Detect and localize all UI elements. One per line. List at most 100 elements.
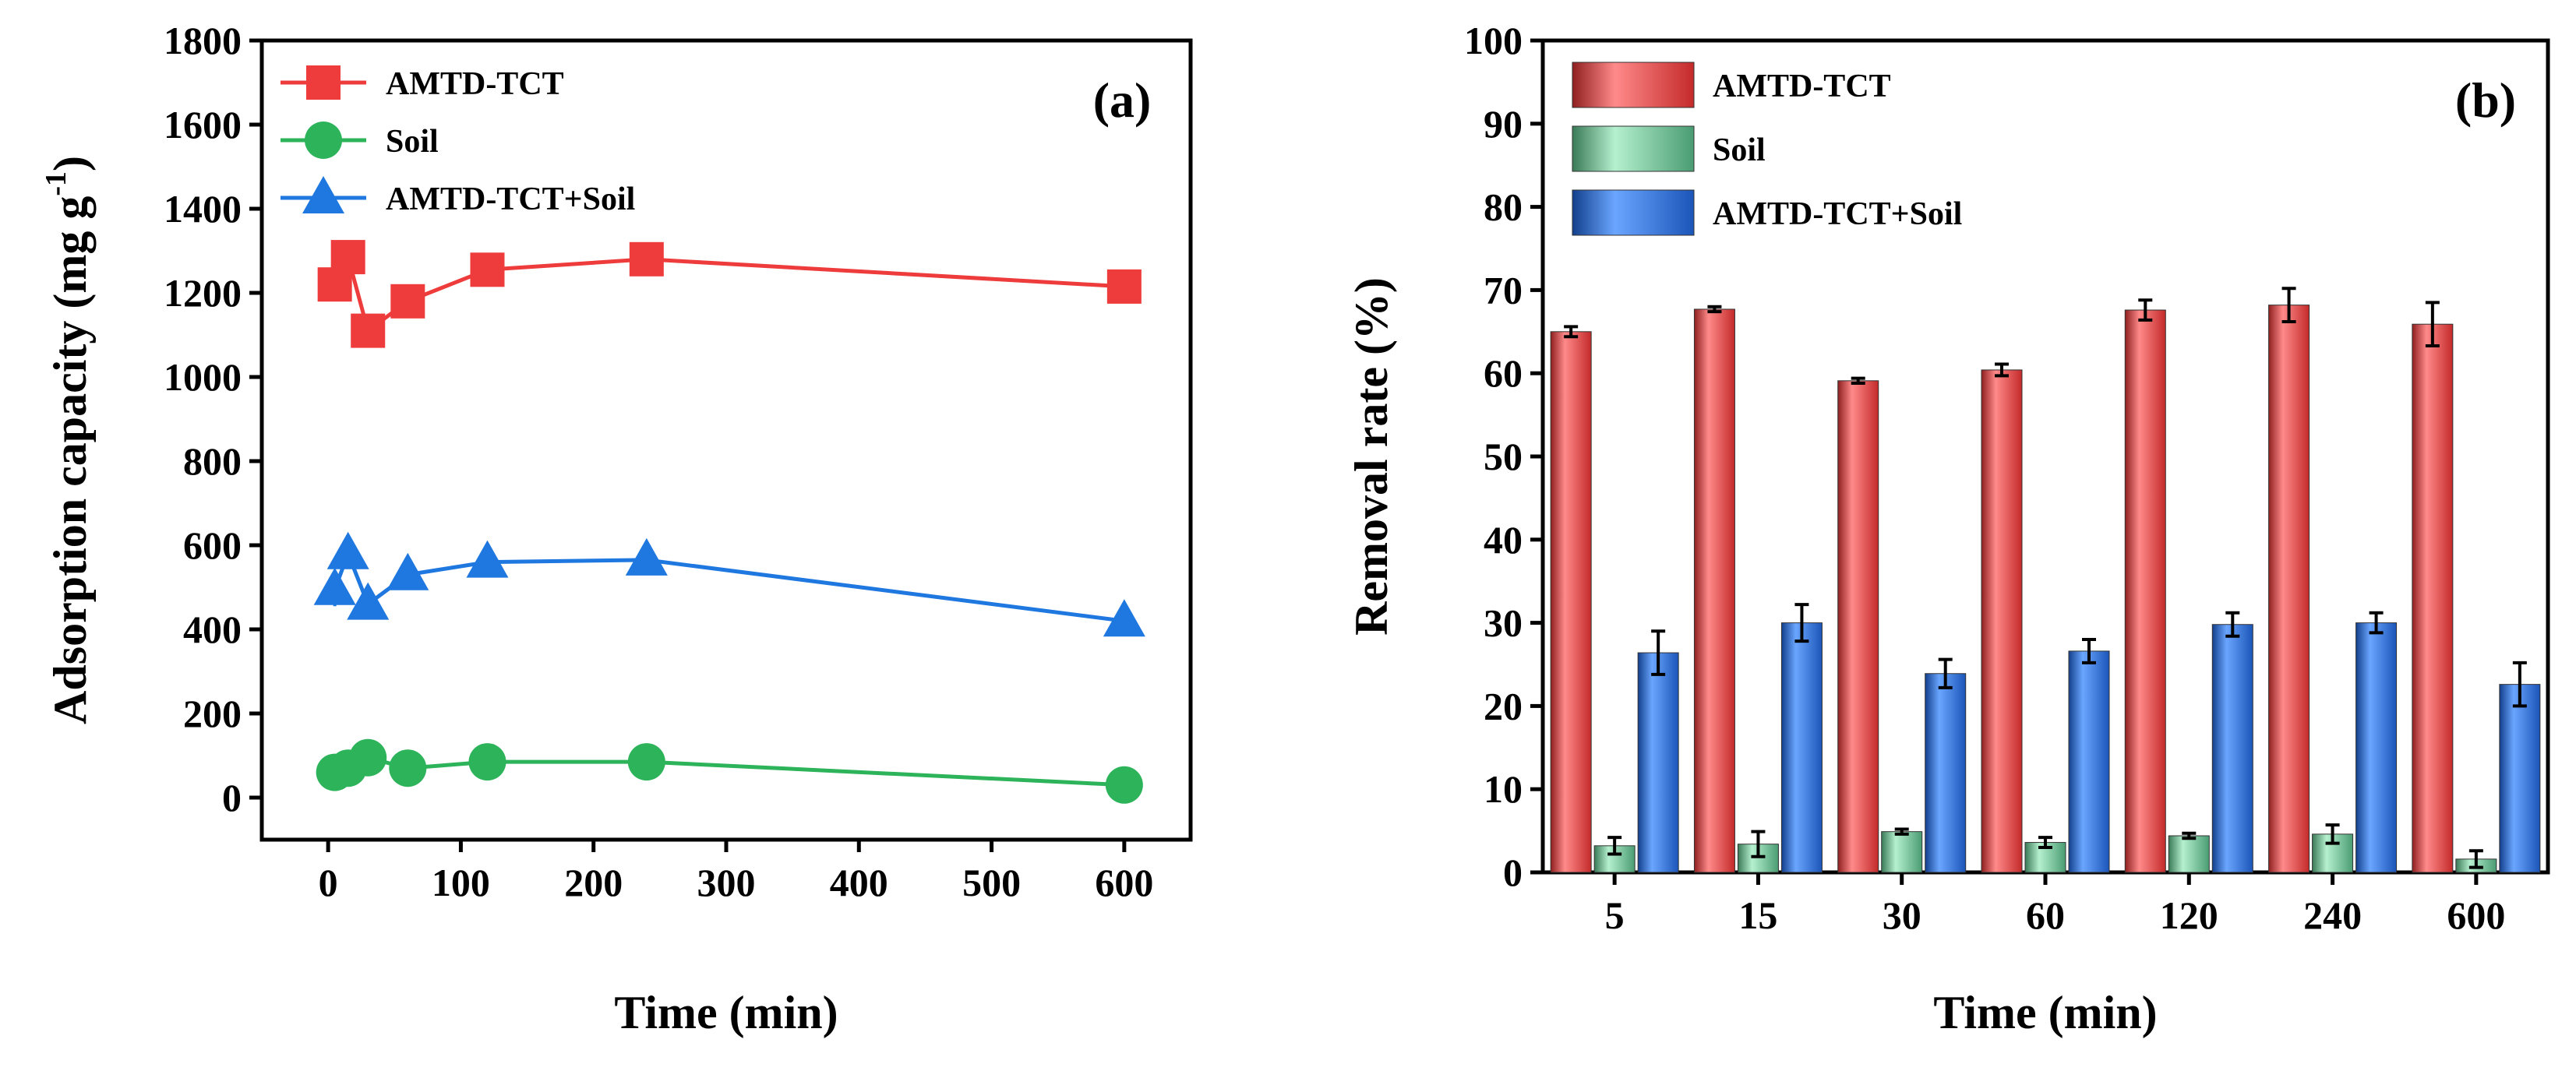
panel-a-data-point: [313, 567, 356, 605]
panel-a-data-point: [326, 531, 369, 569]
panel-b-bar: [1837, 380, 1879, 873]
panel-a-x-tick-label: 600: [1095, 861, 1153, 904]
panel-a-y-axis-title: Adsorption capacity (mg g-1): [40, 156, 96, 724]
panel-a-y-tick-label: 1000: [164, 355, 242, 399]
panel-a-y-tick-label: 200: [183, 692, 242, 735]
panel-b-ticks: 0 10 20 30 40 50 60 70 80 90 100 5 15 30 60 120 240 600: [1464, 19, 2505, 937]
panel-a-series-line: [333, 548, 1125, 623]
panel-a-data-point: [349, 738, 387, 777]
panel-a-data-point: [390, 284, 425, 319]
panel-a-x-tick-label: 200: [564, 861, 623, 904]
panel-b-y-tick-label: 100: [1464, 19, 1523, 62]
panel-b-y-tick-label: 70: [1484, 268, 1523, 312]
panel-a-y-axis-title-main: Adsorption capacity (mg g: [44, 196, 96, 724]
panel-a-x-tick-label: 500: [962, 861, 1021, 904]
panel-b-x-tick-label: 15: [1738, 893, 1777, 937]
panel-b-x-tick-label: 60: [2026, 893, 2065, 937]
panel-a-y-axis-title-close: ): [44, 156, 96, 171]
panel-a-x-axis-title: Time (min): [614, 987, 838, 1038]
panel-a-frame: [259, 38, 1193, 842]
panel-a-y-tick-label: 1400: [164, 187, 242, 231]
panel-a-data-point: [629, 241, 664, 277]
panel-a-series-line: [333, 251, 1125, 334]
panel-b-y-tick-label: 40: [1484, 518, 1523, 562]
panel-a-y-tick-label: 800: [183, 439, 242, 483]
panel-b-y-tick-label: 20: [1484, 684, 1523, 728]
panel-b-bar: [1780, 622, 1823, 873]
panel-a-data-point: [351, 313, 386, 348]
panel-a-x-tick-label: 100: [432, 861, 490, 904]
panel-a-series-2: [313, 531, 1145, 637]
panel-b-y-tick-label: 80: [1484, 185, 1523, 229]
panel-b-bar: [1981, 369, 2023, 873]
panel-b-bar: [2268, 305, 2310, 873]
panel-b-bar: [1637, 652, 1679, 873]
panel-b-bar: [2355, 622, 2398, 873]
panel-a-legend-marker: [306, 65, 341, 100]
panel-a-data-point: [1105, 766, 1143, 804]
panel-b-legend-label: AMTD-TCT: [1713, 69, 1891, 104]
panel-b-bar-chart: 0 10 20 30 40 50 60 70 80 90 100 5 15 30 60 120 240 600 A…: [1346, 19, 2550, 1038]
panel-a-data-point: [347, 582, 390, 620]
panel-b-bar: [2168, 835, 2210, 873]
panel-a-y-tick-label: 600: [183, 523, 242, 567]
panel-b-legend-label: Soil: [1713, 132, 1766, 168]
panel-a-data-point: [466, 540, 509, 578]
panel-b-legend-swatch: [1572, 125, 1695, 172]
panel-a-y-tick-label: 1800: [164, 19, 242, 62]
panel-a-label: (a): [1093, 72, 1152, 128]
panel-a-y-tick-label: 400: [183, 608, 242, 651]
panel-b-y-tick-label: 90: [1484, 102, 1523, 146]
panel-b-bar: [2412, 323, 2454, 873]
panel-a-data-point: [330, 240, 365, 275]
panel-a-x-tick-label: 400: [830, 861, 888, 904]
panel-b-x-axis-title: Time (min): [1933, 987, 2157, 1038]
panel-a-data-point: [1103, 599, 1145, 637]
panel-b-y-tick-label: 10: [1484, 767, 1523, 811]
panel-a-legend-label: AMTD-TCT+Soil: [386, 181, 635, 217]
panel-a-series-1: [316, 738, 1143, 804]
panel-a-data-point: [1106, 269, 1142, 304]
panel-a-series-0: [317, 240, 1142, 348]
panel-b-legend-swatch: [1572, 62, 1695, 108]
panel-a-data-point: [470, 252, 505, 287]
panel-b-y-tick-label: 50: [1484, 435, 1523, 478]
panel-a-ticks: 0 200 400 600 800 1000 1200 1400 1600 1800 0 100 200…: [164, 19, 1153, 904]
panel-a-legend: AMTD-TCT Soil AMTD-TCT+Soil: [281, 65, 635, 217]
panel-a-y-tick-label: 1600: [164, 103, 242, 146]
panel-b-x-tick-label: 240: [2303, 893, 2362, 937]
panel-b-label: (b): [2455, 72, 2516, 128]
panel-b-x-tick-label: 600: [2447, 893, 2505, 937]
panel-b-bar: [1693, 308, 1735, 873]
panel-a-legend-label: AMTD-TCT: [386, 66, 564, 102]
panel-a-legend-marker: [305, 122, 342, 159]
panel-a-data-point: [627, 743, 665, 781]
panel-b-bar: [2499, 684, 2541, 873]
panel-b-x-tick-label: 120: [2160, 893, 2218, 937]
panel-b-legend: AMTD-TCT Soil AMTD-TCT+Soil: [1572, 62, 1962, 236]
panel-a-legend-label: Soil: [386, 124, 439, 160]
panel-b-bar: [2068, 650, 2110, 873]
panel-a-data-point: [468, 743, 506, 781]
panel-a-series-line: [333, 756, 1124, 787]
panel-b-bar: [2312, 833, 2354, 873]
panel-b-legend-swatch: [1572, 189, 1695, 236]
panel-a-data-point: [625, 537, 668, 576]
panel-a-y-tick-label: 0: [222, 776, 242, 819]
panel-b-bar: [1550, 331, 1592, 873]
panel-a-series: [313, 240, 1145, 804]
panel-b-bar: [1925, 673, 1967, 873]
panel-b-x-tick-label: 30: [1883, 893, 1921, 937]
panel-a-data-point: [386, 552, 429, 590]
panel-b-y-tick-label: 60: [1484, 351, 1523, 395]
panel-b-bar: [2211, 624, 2253, 873]
panel-b-bars: [1550, 287, 2541, 873]
panel-b-bar: [1881, 831, 1923, 873]
panel-a-legend-marker: [302, 176, 344, 213]
panel-b-bar: [2124, 309, 2166, 873]
panel-a-y-axis-title-sup: -1: [40, 171, 72, 196]
panel-b-y-tick-label: 0: [1503, 851, 1523, 894]
panel-a-data-point: [389, 749, 427, 787]
